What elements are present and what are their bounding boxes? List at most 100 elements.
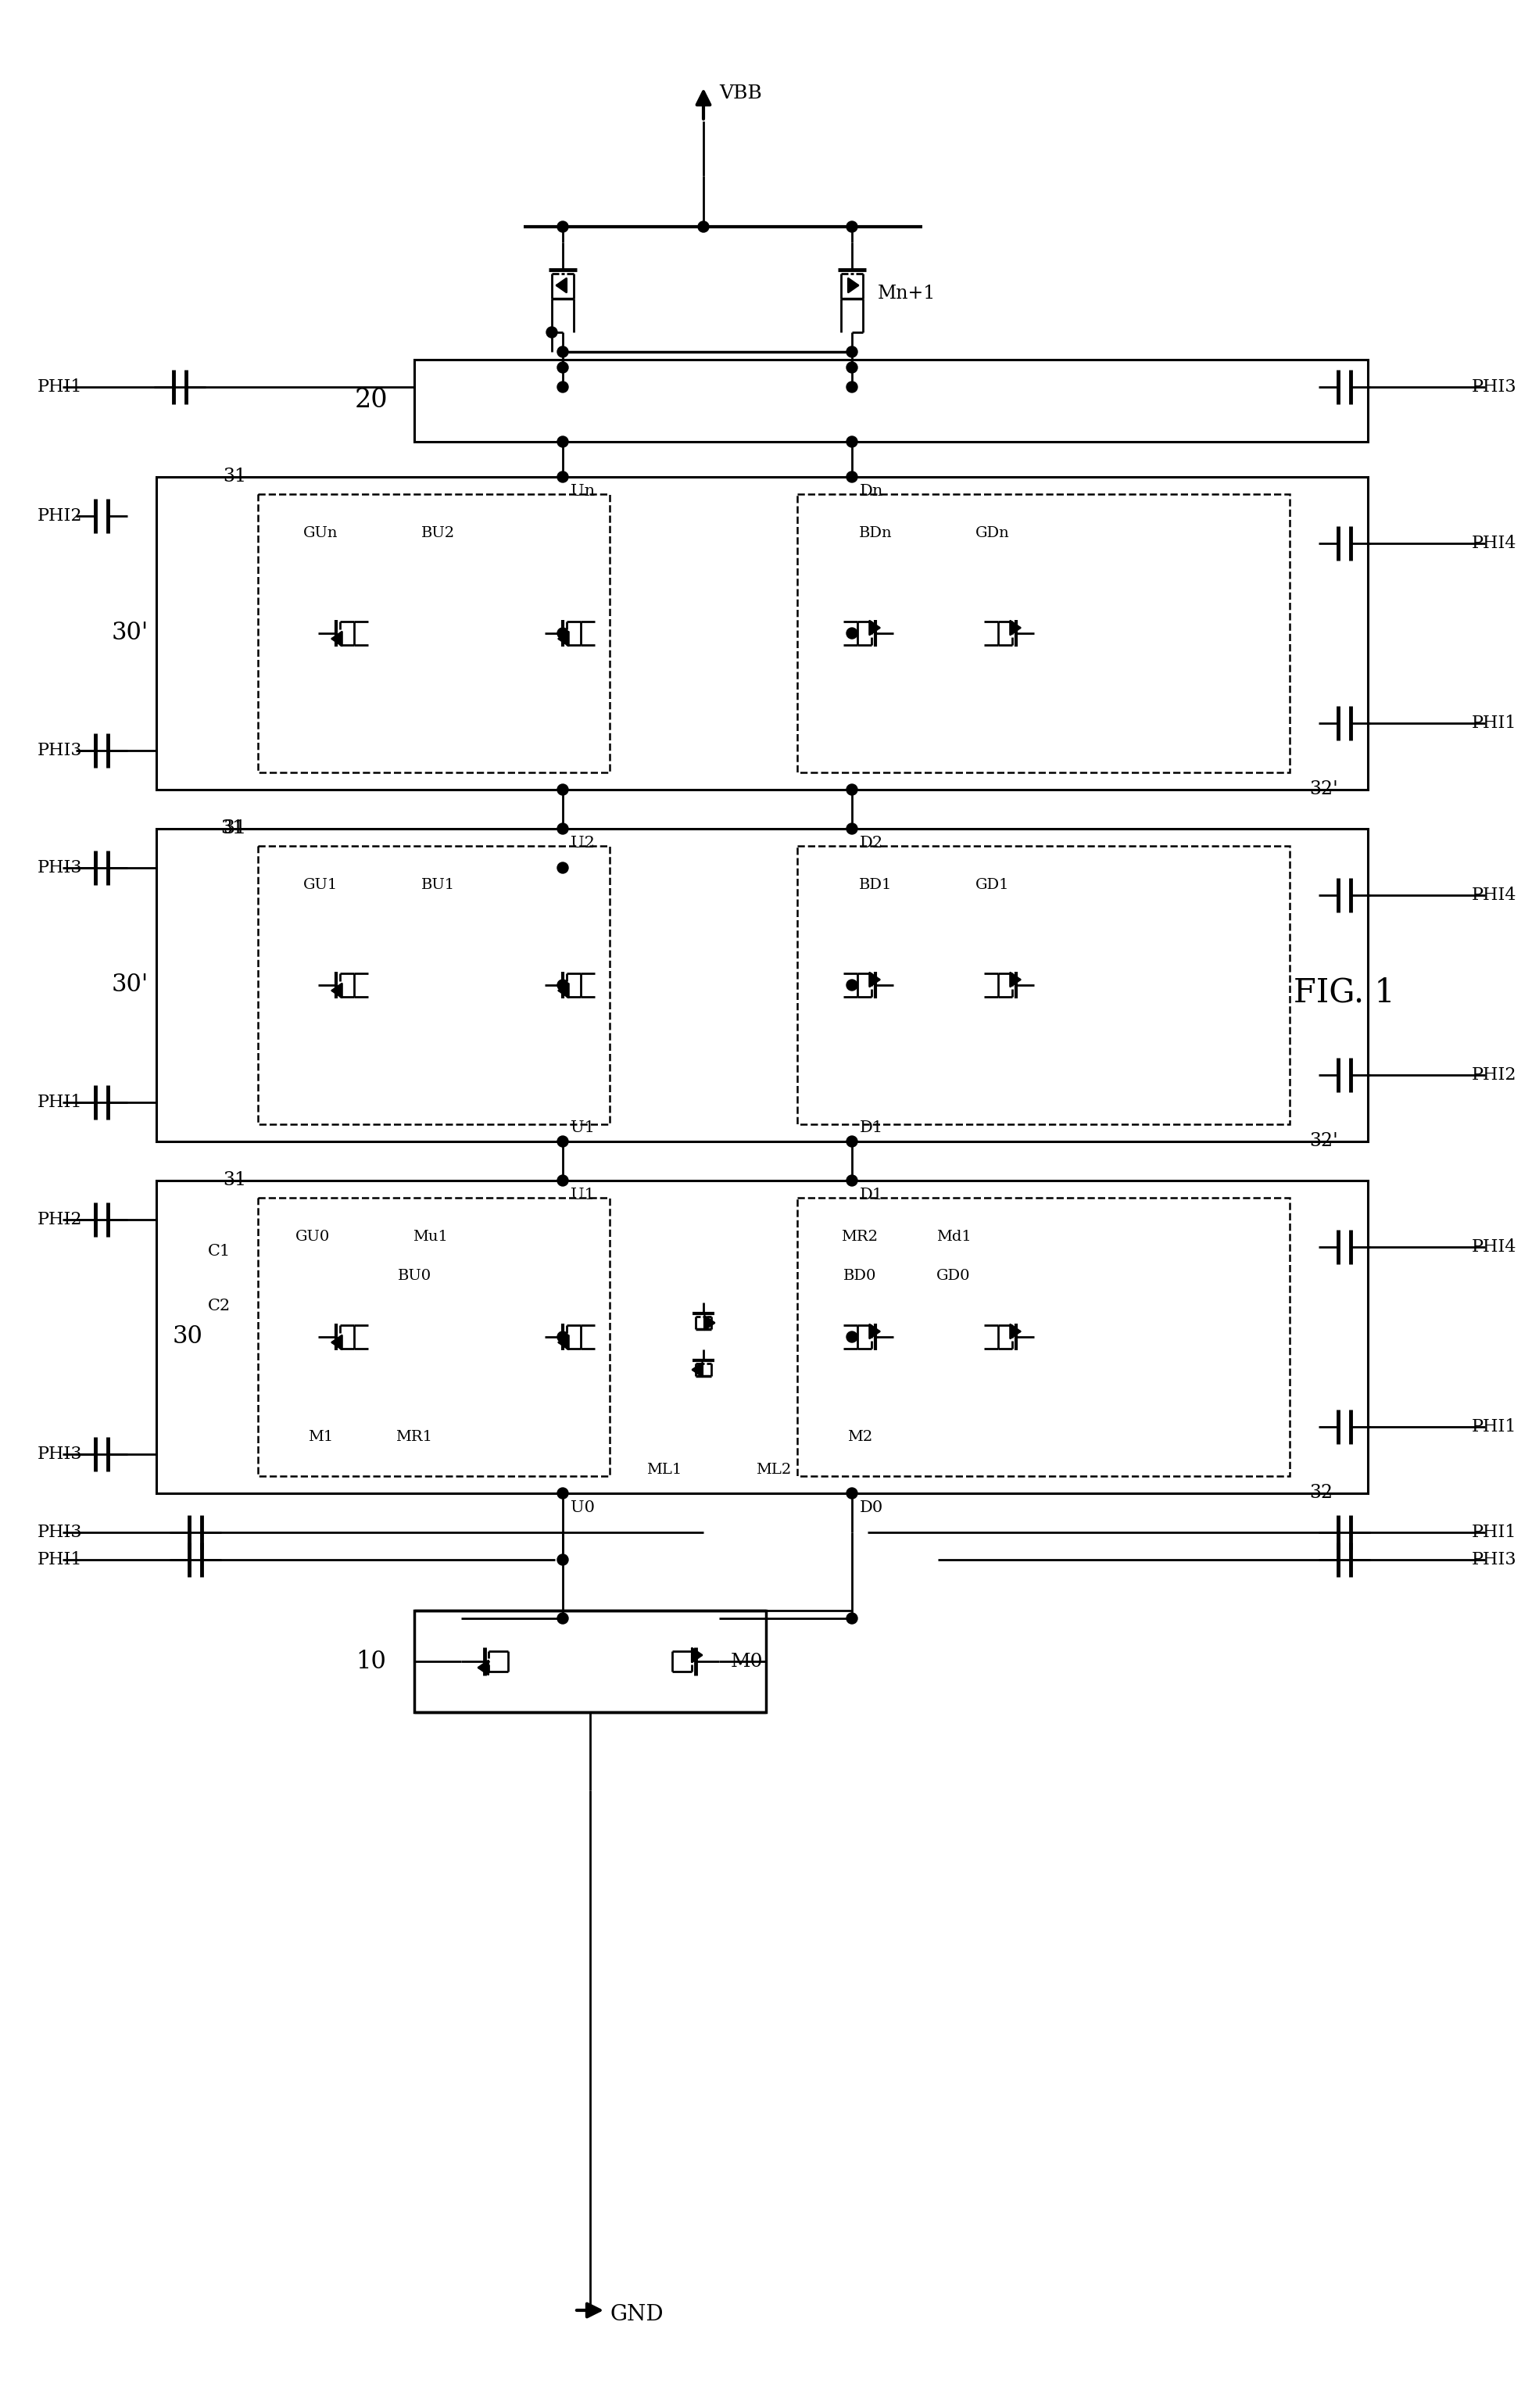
Text: U1: U1 xyxy=(571,1120,594,1134)
Text: D0: D0 xyxy=(860,1500,883,1515)
Text: 31: 31 xyxy=(223,467,246,486)
Text: C2: C2 xyxy=(208,1298,231,1312)
Circle shape xyxy=(846,380,857,393)
Text: 32': 32' xyxy=(1310,780,1337,799)
Circle shape xyxy=(846,361,857,373)
Text: GD0: GD0 xyxy=(937,1269,971,1283)
Text: D1: D1 xyxy=(860,1120,883,1134)
Circle shape xyxy=(846,824,857,833)
Circle shape xyxy=(557,1332,568,1341)
Circle shape xyxy=(846,1137,857,1146)
Text: Dn: Dn xyxy=(860,484,883,498)
Text: MR2: MR2 xyxy=(842,1230,879,1245)
Text: D1: D1 xyxy=(860,1187,883,1202)
Circle shape xyxy=(846,472,857,482)
Circle shape xyxy=(846,347,857,356)
Text: PHI1: PHI1 xyxy=(1471,1524,1516,1541)
Circle shape xyxy=(557,1553,568,1565)
Bar xyxy=(157,1180,1368,1493)
Text: PHI3: PHI3 xyxy=(37,1445,83,1462)
Circle shape xyxy=(846,1175,857,1187)
Bar xyxy=(259,494,609,773)
Text: 30': 30' xyxy=(111,621,148,645)
Circle shape xyxy=(557,1488,568,1498)
Bar xyxy=(157,828,1368,1141)
Circle shape xyxy=(846,1613,857,1623)
Text: PHI3: PHI3 xyxy=(1471,378,1516,395)
Text: PHI4: PHI4 xyxy=(1471,535,1516,551)
Text: PHI1: PHI1 xyxy=(1471,715,1516,732)
Text: GND: GND xyxy=(609,2304,663,2324)
Text: U1: U1 xyxy=(571,1187,594,1202)
Text: PHI4: PHI4 xyxy=(1471,1238,1516,1255)
Bar xyxy=(797,1197,1290,1476)
Text: PHI2: PHI2 xyxy=(37,1211,83,1228)
Bar xyxy=(414,359,1368,441)
Text: GU0: GU0 xyxy=(295,1230,329,1245)
Circle shape xyxy=(557,785,568,795)
Text: BU2: BU2 xyxy=(420,527,454,539)
Text: VBB: VBB xyxy=(720,84,762,104)
Text: GDn: GDn xyxy=(976,527,1010,539)
Text: Mu1: Mu1 xyxy=(412,1230,448,1245)
Bar xyxy=(157,477,1368,790)
Text: BU1: BU1 xyxy=(420,879,454,891)
Text: BDn: BDn xyxy=(859,527,893,539)
Text: Mn+1: Mn+1 xyxy=(877,284,936,301)
Text: ML2: ML2 xyxy=(756,1462,791,1476)
Bar xyxy=(259,845,609,1125)
Text: U2: U2 xyxy=(571,836,594,850)
Text: 20: 20 xyxy=(354,388,388,412)
Text: PHI1: PHI1 xyxy=(37,378,83,395)
Text: MR1: MR1 xyxy=(396,1430,432,1445)
Text: C1: C1 xyxy=(208,1243,231,1259)
Text: 32': 32' xyxy=(1310,1132,1337,1151)
Circle shape xyxy=(557,436,568,448)
Circle shape xyxy=(557,1175,568,1187)
Text: PHI3: PHI3 xyxy=(37,860,83,877)
Bar xyxy=(414,1611,766,1712)
Circle shape xyxy=(846,785,857,795)
Text: M0: M0 xyxy=(729,1652,763,1671)
Circle shape xyxy=(557,980,568,990)
Text: Md1: Md1 xyxy=(936,1230,971,1245)
Circle shape xyxy=(846,222,857,231)
Text: M1: M1 xyxy=(308,1430,332,1445)
Circle shape xyxy=(557,361,568,373)
Circle shape xyxy=(846,1488,857,1498)
Text: PHI1: PHI1 xyxy=(37,1093,83,1110)
Circle shape xyxy=(846,628,857,638)
Text: 31: 31 xyxy=(223,1173,246,1190)
Circle shape xyxy=(846,436,857,448)
Bar xyxy=(797,494,1290,773)
Text: PHI1: PHI1 xyxy=(37,1551,83,1568)
Circle shape xyxy=(557,472,568,482)
Text: PHI2: PHI2 xyxy=(37,508,83,525)
Text: D2: D2 xyxy=(860,836,883,850)
Text: BU0: BU0 xyxy=(397,1269,431,1283)
Text: PHI2: PHI2 xyxy=(1471,1067,1516,1084)
Text: GD1: GD1 xyxy=(976,879,1010,891)
Text: GUn: GUn xyxy=(303,527,339,539)
Circle shape xyxy=(557,222,568,231)
Text: ML1: ML1 xyxy=(646,1462,682,1476)
Circle shape xyxy=(546,327,557,337)
Text: PHI3: PHI3 xyxy=(1471,1551,1516,1568)
Circle shape xyxy=(699,222,709,231)
Text: FIG. 1: FIG. 1 xyxy=(1294,978,1394,1009)
Text: 31: 31 xyxy=(220,819,243,838)
Text: BD1: BD1 xyxy=(859,879,893,891)
Text: U0: U0 xyxy=(571,1500,594,1515)
Text: Un: Un xyxy=(571,484,596,498)
Circle shape xyxy=(557,628,568,638)
Text: BD0: BD0 xyxy=(843,1269,876,1283)
Text: 30: 30 xyxy=(172,1324,203,1348)
Text: PHI4: PHI4 xyxy=(1471,886,1516,903)
Circle shape xyxy=(557,380,568,393)
Text: 32: 32 xyxy=(1310,1483,1333,1503)
Text: 31: 31 xyxy=(223,819,246,838)
Circle shape xyxy=(557,824,568,833)
Text: PHI3: PHI3 xyxy=(37,742,83,759)
Circle shape xyxy=(846,980,857,990)
Bar xyxy=(797,845,1290,1125)
